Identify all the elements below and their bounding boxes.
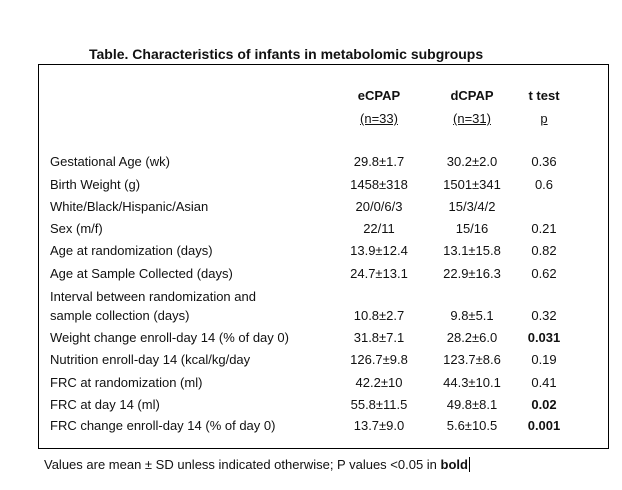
row-label: Age at Sample Collected (days) xyxy=(50,266,233,281)
cell-p-value: 0.82 xyxy=(531,243,557,258)
cell-dcpap: 1501±341 xyxy=(443,177,501,192)
column-subheader-p: p xyxy=(540,111,548,126)
cell-p-value: 0.19 xyxy=(531,352,557,367)
cell-p-value: 0.6 xyxy=(534,177,554,192)
cell-ecpap: 22/11 xyxy=(363,221,395,236)
table-frame xyxy=(38,64,609,449)
column-subheader-dcpap: (n=31) xyxy=(453,111,491,126)
cell-ecpap: 29.8±1.7 xyxy=(353,154,405,169)
cell-dcpap: 9.8±5.1 xyxy=(450,308,494,323)
text-cursor[interactable] xyxy=(468,457,470,472)
cell-p-value: 0.41 xyxy=(531,375,557,390)
cell-dcpap: 5.6±10.5 xyxy=(446,418,498,433)
row-label: Weight change enroll-day 14 (% of day 0) xyxy=(50,330,289,345)
cell-p-value: 0.36 xyxy=(531,154,557,169)
cell-dcpap: 49.8±8.1 xyxy=(446,397,498,412)
row-label: Interval between randomization and xyxy=(50,289,256,304)
cell-dcpap: 22.9±16.3 xyxy=(443,266,501,281)
cell-p-value: 0.32 xyxy=(531,308,557,323)
cell-dcpap: 15/3/4/2 xyxy=(448,199,496,214)
cell-dcpap: 28.2±6.0 xyxy=(446,330,498,345)
cell-dcpap: 15/16 xyxy=(455,221,489,236)
cell-dcpap: 44.3±10.1 xyxy=(443,375,501,390)
cell-ecpap: 55.8±11.5 xyxy=(350,397,408,412)
cell-p-value: 0.62 xyxy=(531,266,557,281)
cell-ecpap: 13.9±12.4 xyxy=(350,243,408,258)
row-label: FRC change enroll-day 14 (% of day 0) xyxy=(50,418,276,433)
row-label: Sex (m/f) xyxy=(50,221,103,236)
footnote-text: Values are mean ± SD unless indicated ot… xyxy=(44,457,441,472)
row-label-continued: sample collection (days) xyxy=(50,308,190,323)
row-label: FRC at randomization (ml) xyxy=(50,375,203,390)
table-title: Table. Characteristics of infants in met… xyxy=(89,46,484,62)
cell-ecpap: 42.2±10 xyxy=(355,375,403,390)
cell-ecpap: 24.7±13.1 xyxy=(350,266,408,281)
row-label: Nutrition enroll-day 14 (kcal/kg/day xyxy=(50,352,251,367)
table-footnote: Values are mean ± SD unless indicated ot… xyxy=(44,457,470,472)
column-subheader-ecpap: (n=33) xyxy=(360,111,398,126)
cell-p-value-significant: 0.001 xyxy=(527,418,561,433)
row-label: Age at randomization (days) xyxy=(50,243,213,258)
cell-dcpap: 13.1±15.8 xyxy=(443,243,501,258)
cell-ecpap: 13.7±9.0 xyxy=(353,418,405,433)
cell-ecpap: 10.8±2.7 xyxy=(353,308,405,323)
row-label: White/Black/Hispanic/Asian xyxy=(50,199,209,214)
row-label: FRC at day 14 (ml) xyxy=(50,397,160,412)
cell-ecpap: 20/0/6/3 xyxy=(355,199,403,214)
cell-dcpap: 30.2±2.0 xyxy=(446,154,498,169)
column-header-ecpap: eCPAP xyxy=(357,88,401,103)
cell-p-value: 0.21 xyxy=(531,221,557,236)
cell-dcpap: 123.7±8.6 xyxy=(443,352,501,367)
cell-p-value-significant: 0.02 xyxy=(531,397,557,412)
column-header-t-test: t test xyxy=(528,88,560,103)
column-header-dcpap: dCPAP xyxy=(450,88,494,103)
cell-p-value-significant: 0.031 xyxy=(527,330,561,345)
cell-ecpap: 1458±318 xyxy=(350,177,408,192)
cell-ecpap: 31.8±7.1 xyxy=(353,330,405,345)
footnote-bold-word: bold xyxy=(440,457,468,472)
cell-ecpap: 126.7±9.8 xyxy=(350,352,408,367)
row-label: Gestational Age (wk) xyxy=(50,154,170,169)
row-label: Birth Weight (g) xyxy=(50,177,141,192)
